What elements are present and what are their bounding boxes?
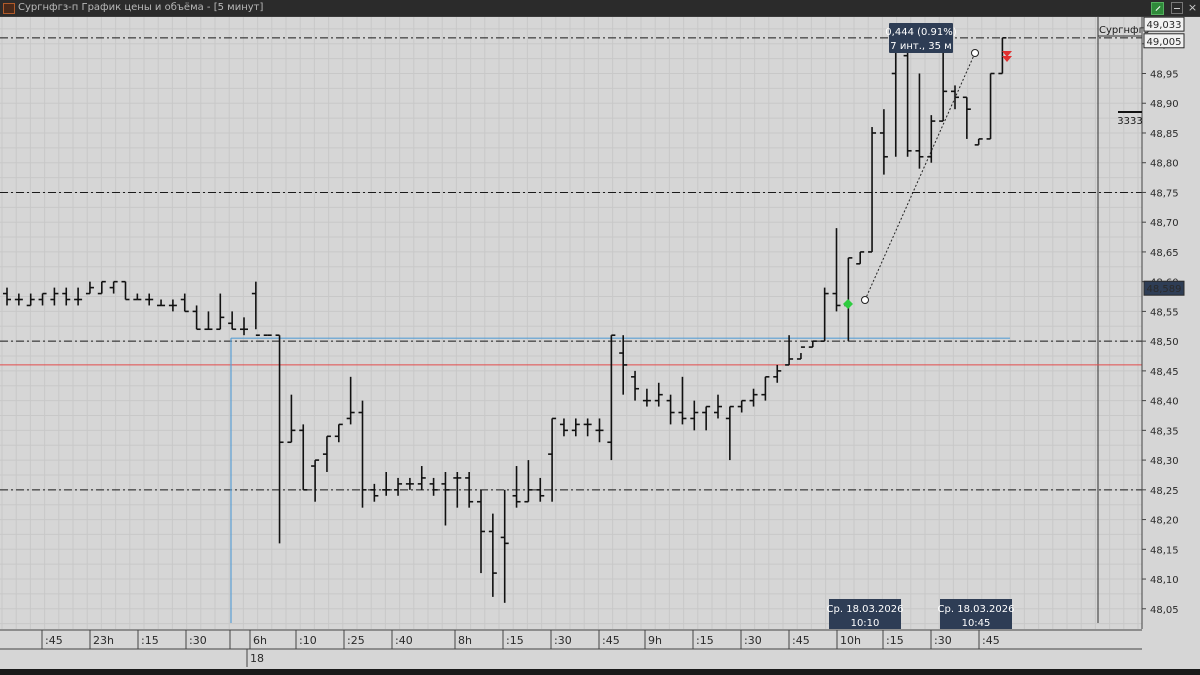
corner-panel [1142, 630, 1200, 669]
x-tick-label: :15 [886, 634, 904, 647]
trend-start-handle[interactable] [861, 296, 869, 304]
time-tag-time: 10:10 [851, 618, 880, 629]
x-tick-label: :45 [982, 634, 1000, 647]
price-axis-panel [1142, 17, 1200, 629]
price-tag-label: 48,589 [1147, 284, 1182, 295]
y-tick-label: 48,05 [1150, 605, 1179, 616]
volume-label: 3333 [1117, 116, 1142, 127]
x-tick-label: 8h [458, 634, 472, 647]
x-tick-label: :40 [395, 634, 413, 647]
time-tag [829, 599, 901, 629]
price-tag [1143, 33, 1185, 49]
x-tick-label: :30 [744, 634, 762, 647]
price-tag-label: 49,033 [1147, 20, 1182, 31]
trend-measure-box [889, 23, 953, 53]
price-tag [1143, 280, 1185, 296]
y-tick-label: 48,15 [1150, 545, 1179, 556]
trend-measure-value: 0,444 (0.91%) [885, 27, 956, 38]
x-tick-label: :15 [696, 634, 714, 647]
date-label: 18 [250, 652, 264, 665]
bottom-border [0, 669, 1200, 675]
x-tick-label: :25 [347, 634, 365, 647]
y-tick-label: 48,90 [1150, 99, 1179, 110]
plot-background [0, 17, 1142, 629]
x-tick-label: :10 [299, 634, 317, 647]
x-tick-label: 9h [648, 634, 662, 647]
app-icon [3, 3, 15, 14]
time-tag-time: 10:45 [962, 618, 991, 629]
x-tick-label: 23h [93, 634, 114, 647]
y-tick-label: 48,55 [1150, 307, 1179, 318]
buy-marker-icon[interactable] [843, 299, 853, 309]
x-tick-label: 10h [840, 634, 861, 647]
time-tag [940, 599, 1012, 629]
price-tag [1143, 17, 1185, 32]
trend-measure-interval: 7 инт., 35 м [890, 41, 951, 52]
y-tick-label: 48,65 [1150, 248, 1179, 259]
close-icon[interactable]: × [1187, 1, 1198, 14]
y-tick-label: 48,45 [1150, 367, 1179, 378]
trend-end-handle[interactable] [971, 49, 979, 57]
sell-marker-icon[interactable] [1002, 51, 1012, 57]
y-tick-label: 48,50 [1150, 337, 1179, 348]
window-title: Сургнфгз-п График цены и объёма - [5 мин… [18, 2, 264, 13]
chart-area[interactable]: 0,444 (0.91%) 7 инт., 35 м Сургнфгз 48,05 48… [0, 17, 1200, 669]
link-icon[interactable] [1151, 2, 1164, 15]
y-tick-label: 48,95 [1150, 70, 1179, 81]
x-tick-label: :45 [792, 634, 810, 647]
price-tag-label: 49,005 [1147, 37, 1182, 48]
y-tick-label: 48,30 [1150, 456, 1179, 467]
trend-measure-line[interactable] [864, 52, 976, 301]
x-tick-label: :30 [189, 634, 207, 647]
x-tick-label: :15 [141, 634, 159, 647]
y-tick-label: 48,10 [1150, 575, 1179, 586]
x-tick-label: :45 [602, 634, 620, 647]
y-tick-label: 48,75 [1150, 188, 1179, 199]
x-tick-label: :30 [934, 634, 952, 647]
x-tick-label: :45 [45, 634, 63, 647]
y-tick-label: 48,70 [1150, 218, 1179, 229]
y-tick-label: 48,25 [1150, 486, 1179, 497]
x-tick-label: 6h [253, 634, 267, 647]
price-chart[interactable]: 0,444 (0.91%) 7 инт., 35 м Сургнфгз 48,05 48… [0, 17, 1200, 669]
y-tick-label: 48,85 [1150, 129, 1179, 140]
time-tag-date: Ср. 18.03.2026 [938, 604, 1015, 615]
window-titlebar: Сургнфгз-п График цены и объёма - [5 мин… [0, 0, 1200, 17]
x-tick-label: :15 [506, 634, 524, 647]
y-tick-label: 48,20 [1150, 516, 1179, 527]
instrument-label: Сургнфгз [1099, 25, 1149, 36]
y-tick-label: 48,80 [1150, 159, 1179, 170]
y-tick-label: 48,35 [1150, 426, 1179, 437]
minimize-icon[interactable] [1171, 2, 1183, 14]
x-tick-label: :30 [554, 634, 572, 647]
time-tag-date: Ср. 18.03.2026 [827, 604, 904, 615]
y-tick-label: 48,40 [1150, 397, 1179, 408]
sell-marker-icon[interactable] [1002, 56, 1012, 62]
